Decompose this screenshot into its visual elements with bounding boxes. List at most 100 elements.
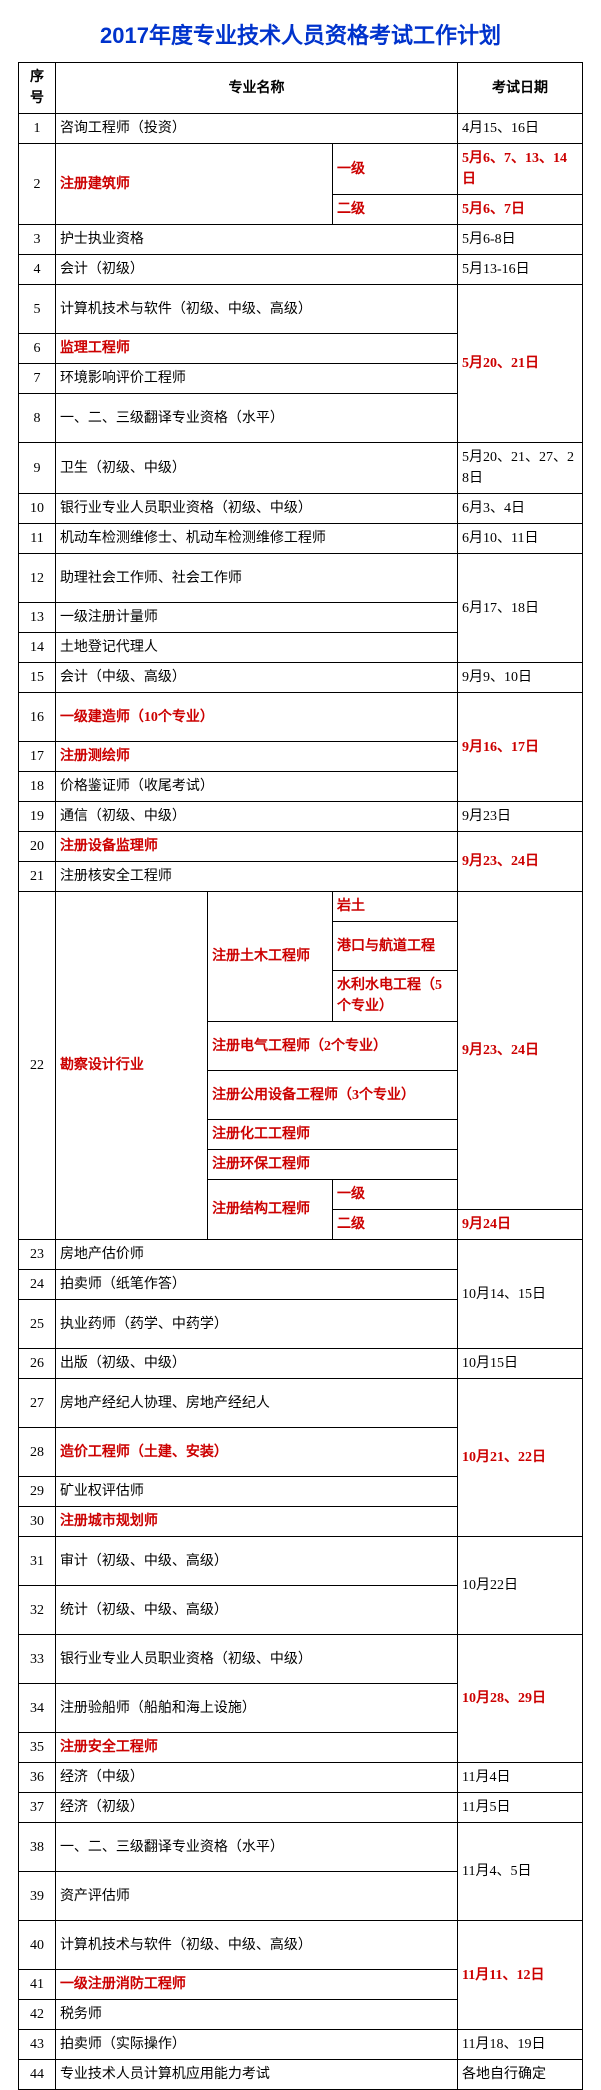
cell-seq: 25 xyxy=(19,1300,56,1349)
cell-seq: 15 xyxy=(19,663,56,693)
cell-name: 拍卖师（实际操作） xyxy=(55,2030,457,2060)
table-row: 2 注册建筑师 一级 5月6、7、13、14日 xyxy=(19,144,583,195)
cell-name: 计算机技术与软件（初级、中级、高级） xyxy=(55,1921,457,1970)
cell-name: 拍卖师（纸笔作答） xyxy=(55,1270,457,1300)
cell-seq: 41 xyxy=(19,1970,56,2000)
cell-date: 4月15、16日 xyxy=(458,114,583,144)
cell-name: 银行业专业人员职业资格（初级、中级） xyxy=(55,1635,457,1684)
cell-seq: 28 xyxy=(19,1428,56,1477)
cell-name: 一级注册计量师 xyxy=(55,603,457,633)
table-row: 5计算机技术与软件（初级、中级、高级）5月20、21日 xyxy=(19,285,583,334)
cell-date: 10月14、15日 xyxy=(458,1240,583,1349)
cell-name: 环境影响评价工程师 xyxy=(55,364,457,394)
cell-sub2: 水利水电工程（5个专业） xyxy=(333,971,458,1022)
cell-name: 勘察设计行业 xyxy=(55,892,207,1240)
cell-seq: 9 xyxy=(19,443,56,494)
cell-name: 审计（初级、中级、高级） xyxy=(55,1537,457,1586)
cell-seq: 21 xyxy=(19,862,56,892)
cell-name: 统计（初级、中级、高级） xyxy=(55,1586,457,1635)
cell-date: 5月20、21、27、28日 xyxy=(458,443,583,494)
cell-name: 经济（初级） xyxy=(55,1793,457,1823)
cell-name: 房地产经纪人协理、房地产经纪人 xyxy=(55,1379,457,1428)
cell-date: 各地自行确定 xyxy=(458,2060,583,2090)
cell-name: 注册建筑师 xyxy=(55,144,332,225)
table-row: 10银行业专业人员职业资格（初级、中级）6月3、4日 xyxy=(19,494,583,524)
table-row: 26出版（初级、中级）10月15日 xyxy=(19,1349,583,1379)
cell-sub: 注册结构工程师 xyxy=(208,1180,333,1240)
cell-name: 助理社会工作师、社会工作师 xyxy=(55,554,457,603)
table-row: 20注册设备监理师9月23、24日 xyxy=(19,832,583,862)
cell-seq: 37 xyxy=(19,1793,56,1823)
cell-name: 通信（初级、中级） xyxy=(55,802,457,832)
cell-date: 11月11、12日 xyxy=(458,1921,583,2030)
table-row: 12助理社会工作师、社会工作师6月17、18日 xyxy=(19,554,583,603)
table-row: 19通信（初级、中级）9月23日 xyxy=(19,802,583,832)
cell-seq: 44 xyxy=(19,2060,56,2090)
cell-seq: 38 xyxy=(19,1823,56,1872)
cell-name: 矿业权评估师 xyxy=(55,1477,457,1507)
cell-name: 监理工程师 xyxy=(55,334,457,364)
cell-seq: 40 xyxy=(19,1921,56,1970)
cell-name: 注册核安全工程师 xyxy=(55,862,457,892)
cell-seq: 36 xyxy=(19,1763,56,1793)
cell-name: 价格鉴证师（收尾考试） xyxy=(55,772,457,802)
cell-seq: 27 xyxy=(19,1379,56,1428)
cell-name: 卫生（初级、中级） xyxy=(55,443,457,494)
cell-name: 土地登记代理人 xyxy=(55,633,457,663)
cell-seq: 29 xyxy=(19,1477,56,1507)
cell-seq: 33 xyxy=(19,1635,56,1684)
cell-seq: 20 xyxy=(19,832,56,862)
cell-name: 会计（中级、高级） xyxy=(55,663,457,693)
page-title: 2017年度专业技术人员资格考试工作计划 xyxy=(0,0,601,62)
cell-seq: 31 xyxy=(19,1537,56,1586)
cell-seq: 34 xyxy=(19,1684,56,1733)
cell-name: 经济（中级） xyxy=(55,1763,457,1793)
header-name: 专业名称 xyxy=(55,63,457,114)
cell-sub: 注册化工工程师 xyxy=(208,1120,458,1150)
cell-date: 10月28、29日 xyxy=(458,1635,583,1763)
cell-name: 一、二、三级翻译专业资格（水平） xyxy=(55,1823,457,1872)
table-row: 15会计（中级、高级）9月9、10日 xyxy=(19,663,583,693)
cell-date: 5月6-8日 xyxy=(458,225,583,255)
table-row: 38一、二、三级翻译专业资格（水平）11月4、5日 xyxy=(19,1823,583,1872)
cell-seq: 16 xyxy=(19,693,56,742)
cell-sub: 注册环保工程师 xyxy=(208,1150,458,1180)
cell-date: 10月21、22日 xyxy=(458,1379,583,1537)
cell-date: 9月9、10日 xyxy=(458,663,583,693)
table-row: 31审计（初级、中级、高级）10月22日 xyxy=(19,1537,583,1586)
cell-level: 二级 xyxy=(333,195,458,225)
cell-sub2: 岩土 xyxy=(333,892,458,922)
cell-seq: 7 xyxy=(19,364,56,394)
cell-seq: 14 xyxy=(19,633,56,663)
cell-sub: 注册土木工程师 xyxy=(208,892,333,1022)
table-row: 3护士执业资格5月6-8日 xyxy=(19,225,583,255)
cell-date: 9月16、17日 xyxy=(458,693,583,802)
cell-sub: 注册公用设备工程师（3个专业） xyxy=(208,1071,458,1120)
table-row: 27房地产经纪人协理、房地产经纪人10月21、22日 xyxy=(19,1379,583,1428)
cell-seq: 18 xyxy=(19,772,56,802)
cell-name: 计算机技术与软件（初级、中级、高级） xyxy=(55,285,457,334)
table-row: 40计算机技术与软件（初级、中级、高级）11月11、12日 xyxy=(19,1921,583,1970)
cell-date: 6月10、11日 xyxy=(458,524,583,554)
cell-name: 造价工程师（土建、安装） xyxy=(55,1428,457,1477)
cell-seq: 42 xyxy=(19,2000,56,2030)
cell-date: 5月13-16日 xyxy=(458,255,583,285)
cell-name: 一级注册消防工程师 xyxy=(55,1970,457,2000)
cell-name: 一、二、三级翻译专业资格（水平） xyxy=(55,394,457,443)
cell-name: 税务师 xyxy=(55,2000,457,2030)
cell-name: 护士执业资格 xyxy=(55,225,457,255)
header-row: 序号 专业名称 考试日期 xyxy=(19,63,583,114)
table-row: 16一级建造师（10个专业）9月16、17日 xyxy=(19,693,583,742)
exam-schedule-table: 序号 专业名称 考试日期 1咨询工程师（投资）4月15、16日 2 注册建筑师 … xyxy=(18,62,583,2090)
cell-name: 执业药师（药学、中药学） xyxy=(55,1300,457,1349)
cell-seq: 8 xyxy=(19,394,56,443)
table-row: 44专业技术人员计算机应用能力考试各地自行确定 xyxy=(19,2060,583,2090)
cell-name: 资产评估师 xyxy=(55,1872,457,1921)
cell-level: 一级 xyxy=(333,144,458,195)
cell-seq: 17 xyxy=(19,742,56,772)
cell-date: 11月4日 xyxy=(458,1763,583,1793)
cell-seq: 2 xyxy=(19,144,56,225)
table-row: 9卫生（初级、中级）5月20、21、27、28日 xyxy=(19,443,583,494)
cell-name: 注册安全工程师 xyxy=(55,1733,457,1763)
cell-date: 11月18、19日 xyxy=(458,2030,583,2060)
